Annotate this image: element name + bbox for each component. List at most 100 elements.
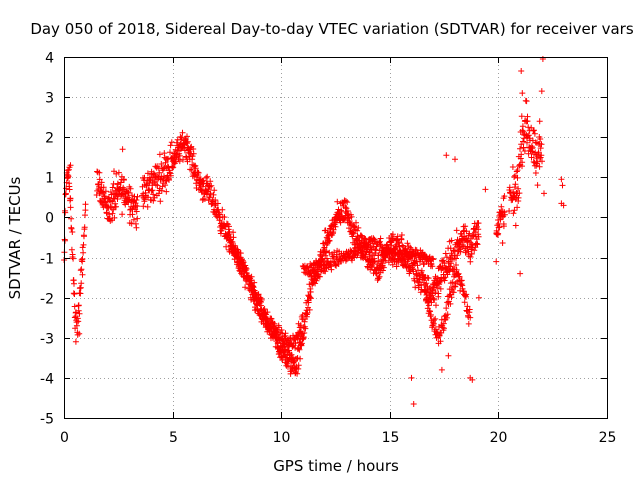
data-point <box>302 325 309 332</box>
data-point <box>520 144 527 151</box>
data-point <box>307 294 313 301</box>
data-point <box>444 311 451 318</box>
data-point <box>528 154 535 161</box>
data-point <box>236 255 243 262</box>
data-point <box>370 259 377 266</box>
data-point <box>177 133 184 140</box>
x-tick-label: 0 <box>60 430 69 446</box>
data-point <box>442 250 449 257</box>
data-point <box>539 158 545 165</box>
data-point <box>62 209 69 216</box>
data-point <box>73 309 79 316</box>
data-point <box>525 132 532 139</box>
data-point <box>78 266 85 273</box>
data-point <box>176 158 183 165</box>
data-point <box>166 177 172 183</box>
data-point <box>119 146 126 153</box>
data-point <box>250 284 257 291</box>
data-point <box>112 200 119 207</box>
data-point <box>519 123 526 130</box>
data-point <box>305 299 312 306</box>
data-point <box>420 271 426 278</box>
data-point <box>76 330 83 337</box>
data-point <box>70 290 77 297</box>
data-point <box>448 260 455 267</box>
data-point <box>106 194 112 201</box>
data-point <box>350 230 357 237</box>
data-point <box>464 238 471 245</box>
data-point <box>230 229 237 236</box>
data-point <box>511 207 518 214</box>
data-point <box>308 295 314 302</box>
data-point <box>316 273 323 280</box>
data-point <box>501 193 508 200</box>
data-point <box>560 202 567 209</box>
data-point <box>524 113 531 120</box>
data-point <box>240 259 247 266</box>
data-point <box>113 203 119 210</box>
data-point <box>300 316 307 323</box>
data-point <box>539 56 546 62</box>
data-point <box>206 183 213 190</box>
data-point <box>102 188 109 195</box>
data-point <box>255 291 262 298</box>
data-point <box>536 163 543 170</box>
data-point <box>515 194 522 201</box>
data-point <box>257 298 264 305</box>
data-point <box>82 207 89 214</box>
data-point <box>67 204 74 211</box>
data-point <box>345 214 352 221</box>
data-point <box>167 142 174 149</box>
x-axis-label: GPS time / hours <box>273 457 399 475</box>
data-point <box>373 270 380 277</box>
data-point <box>448 294 455 301</box>
data-point <box>208 182 215 189</box>
x-tick-label: 20 <box>490 430 508 446</box>
data-point <box>467 314 474 321</box>
data-point <box>161 173 167 180</box>
data-point <box>432 289 439 296</box>
data-point <box>518 151 525 158</box>
data-point <box>374 261 381 268</box>
data-point <box>376 273 383 280</box>
data-point <box>286 347 292 354</box>
data-point <box>140 203 147 210</box>
data-point <box>150 191 157 198</box>
data-point <box>81 224 88 231</box>
data-point <box>452 156 458 163</box>
data-point <box>75 307 82 314</box>
data-point <box>500 223 507 230</box>
data-point <box>523 98 530 105</box>
data-point <box>389 231 396 238</box>
data-point <box>536 118 543 125</box>
y-tick-label: -1 <box>40 252 54 268</box>
data-point <box>440 257 447 264</box>
data-point <box>264 316 271 323</box>
data-point <box>334 198 341 205</box>
data-point <box>398 232 405 238</box>
y-tick-label: 2 <box>45 131 54 147</box>
data-point <box>516 190 523 197</box>
data-point <box>393 263 400 270</box>
data-point <box>129 211 136 218</box>
data-point <box>514 174 521 181</box>
data-point <box>203 174 210 181</box>
y-tick-label: 1 <box>45 171 54 187</box>
data-point <box>211 187 218 194</box>
data-point <box>354 227 361 234</box>
data-point <box>313 270 320 277</box>
data-point <box>410 401 417 407</box>
data-point <box>201 196 208 202</box>
data-point <box>251 279 258 286</box>
data-point <box>437 338 444 345</box>
data-point <box>520 138 526 145</box>
data-point <box>497 216 504 223</box>
data-point <box>441 277 448 284</box>
data-point <box>156 151 163 158</box>
data-point <box>323 248 330 254</box>
data-point <box>468 250 475 257</box>
data-point <box>190 150 197 157</box>
data-point <box>347 221 354 228</box>
data-point <box>144 203 151 210</box>
